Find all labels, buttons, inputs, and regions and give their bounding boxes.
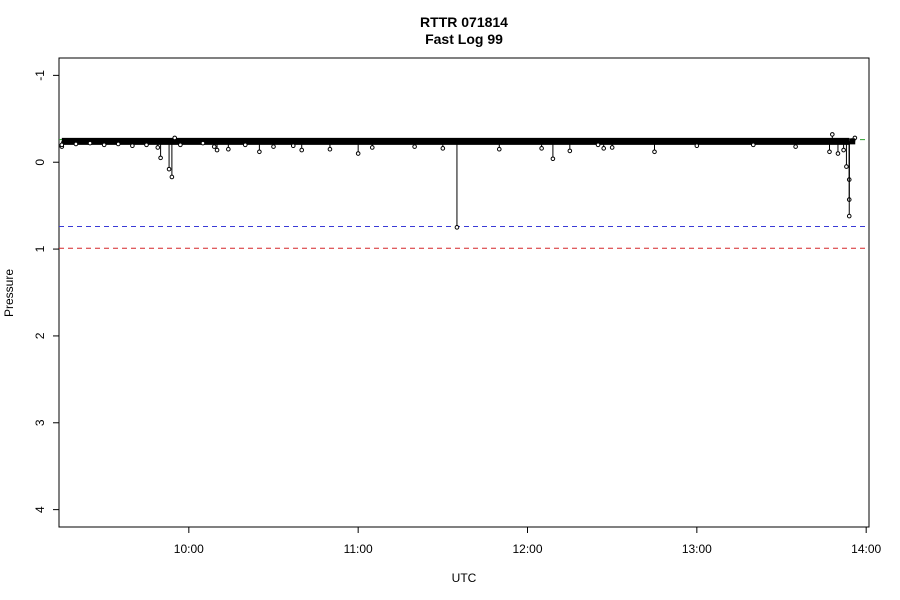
series-0-point-28 — [454, 225, 460, 230]
series-0-point-43 — [841, 147, 846, 153]
series-0-point-32 — [567, 148, 573, 154]
reference-lines — [59, 139, 869, 249]
series-0-point-35 — [609, 145, 615, 150]
x-tick-label-4: 14:00 — [851, 542, 881, 556]
series-layer — [59, 132, 858, 230]
series-0-point-14 — [200, 140, 206, 146]
series-0-point-27 — [440, 146, 446, 151]
series-0-point-22 — [299, 147, 305, 153]
series-0-point-29 — [496, 146, 502, 152]
y-tick-label-3: 2 — [33, 332, 47, 339]
series-0-point-38 — [750, 142, 756, 148]
y-tick-label-0: -1 — [33, 70, 47, 81]
series-0-point-20 — [271, 144, 276, 149]
x-tick-label-2: 12:00 — [512, 542, 542, 556]
series-0-point-4 — [101, 142, 107, 148]
series-0-point-1 — [59, 142, 65, 148]
y-tick-label-1: 0 — [33, 159, 47, 166]
series-0-point-47 — [846, 213, 852, 219]
series-0-point-11 — [169, 174, 175, 180]
x-tick-label-1: 11:00 — [344, 542, 373, 556]
series-0-point-33 — [595, 142, 601, 148]
series-0-point-39 — [793, 144, 798, 149]
series-0-point-15 — [211, 144, 217, 149]
series-0-point-25 — [369, 145, 375, 150]
series-0-point-8 — [155, 145, 161, 150]
series-0-point-7 — [144, 142, 149, 148]
series-0-point-10 — [166, 166, 172, 172]
series-0-point-2 — [73, 141, 79, 147]
series-0-point-23 — [327, 146, 333, 152]
x-tick-label-0: 10:00 — [174, 542, 204, 556]
series-0-point-21 — [290, 143, 296, 149]
y-axis: -1 0 1 2 3 4 — [33, 70, 59, 513]
x-axis: 10:00 11:00 12:00 13:00 14:00 — [174, 527, 882, 556]
series-0-point-40 — [827, 149, 832, 155]
series-0-point-37 — [694, 143, 700, 149]
y-tick-label-2: 1 — [33, 245, 47, 252]
series-0-point-13 — [178, 142, 183, 148]
x-tick-label-3: 13:00 — [682, 542, 712, 556]
y-axis-label: Pressure — [2, 269, 16, 317]
series-0-point-6 — [130, 143, 135, 149]
series-0-point-5 — [115, 141, 121, 147]
series-0-end-marker — [849, 138, 856, 145]
series-0-point-17 — [226, 146, 231, 152]
series-0-point-34 — [601, 146, 607, 151]
series-0-point-30 — [539, 146, 544, 151]
series-0-point-41 — [830, 132, 835, 137]
chart-subtitle: Fast Log 99 — [425, 31, 503, 47]
series-0-point-9 — [158, 155, 163, 161]
series-0-point-19 — [257, 149, 262, 155]
series-0-point-24 — [355, 151, 361, 156]
plot-frame — [58, 57, 870, 528]
series-0-point-12 — [172, 135, 178, 141]
series-0-point-36 — [652, 149, 657, 155]
x-axis-label: UTC — [452, 571, 477, 585]
series-0-point-3 — [87, 140, 93, 146]
series-0-point-44 — [844, 164, 849, 169]
series-0-point-31 — [550, 156, 556, 162]
series-0-point-42 — [835, 151, 841, 156]
y-tick-label-5: 4 — [33, 506, 47, 513]
series-0-point-18 — [242, 142, 248, 148]
y-tick-label-4: 3 — [33, 419, 47, 426]
series-0-point-16 — [214, 147, 220, 153]
chart-title: RTTR 071814 — [420, 14, 508, 30]
series-0-point-26 — [412, 144, 417, 149]
